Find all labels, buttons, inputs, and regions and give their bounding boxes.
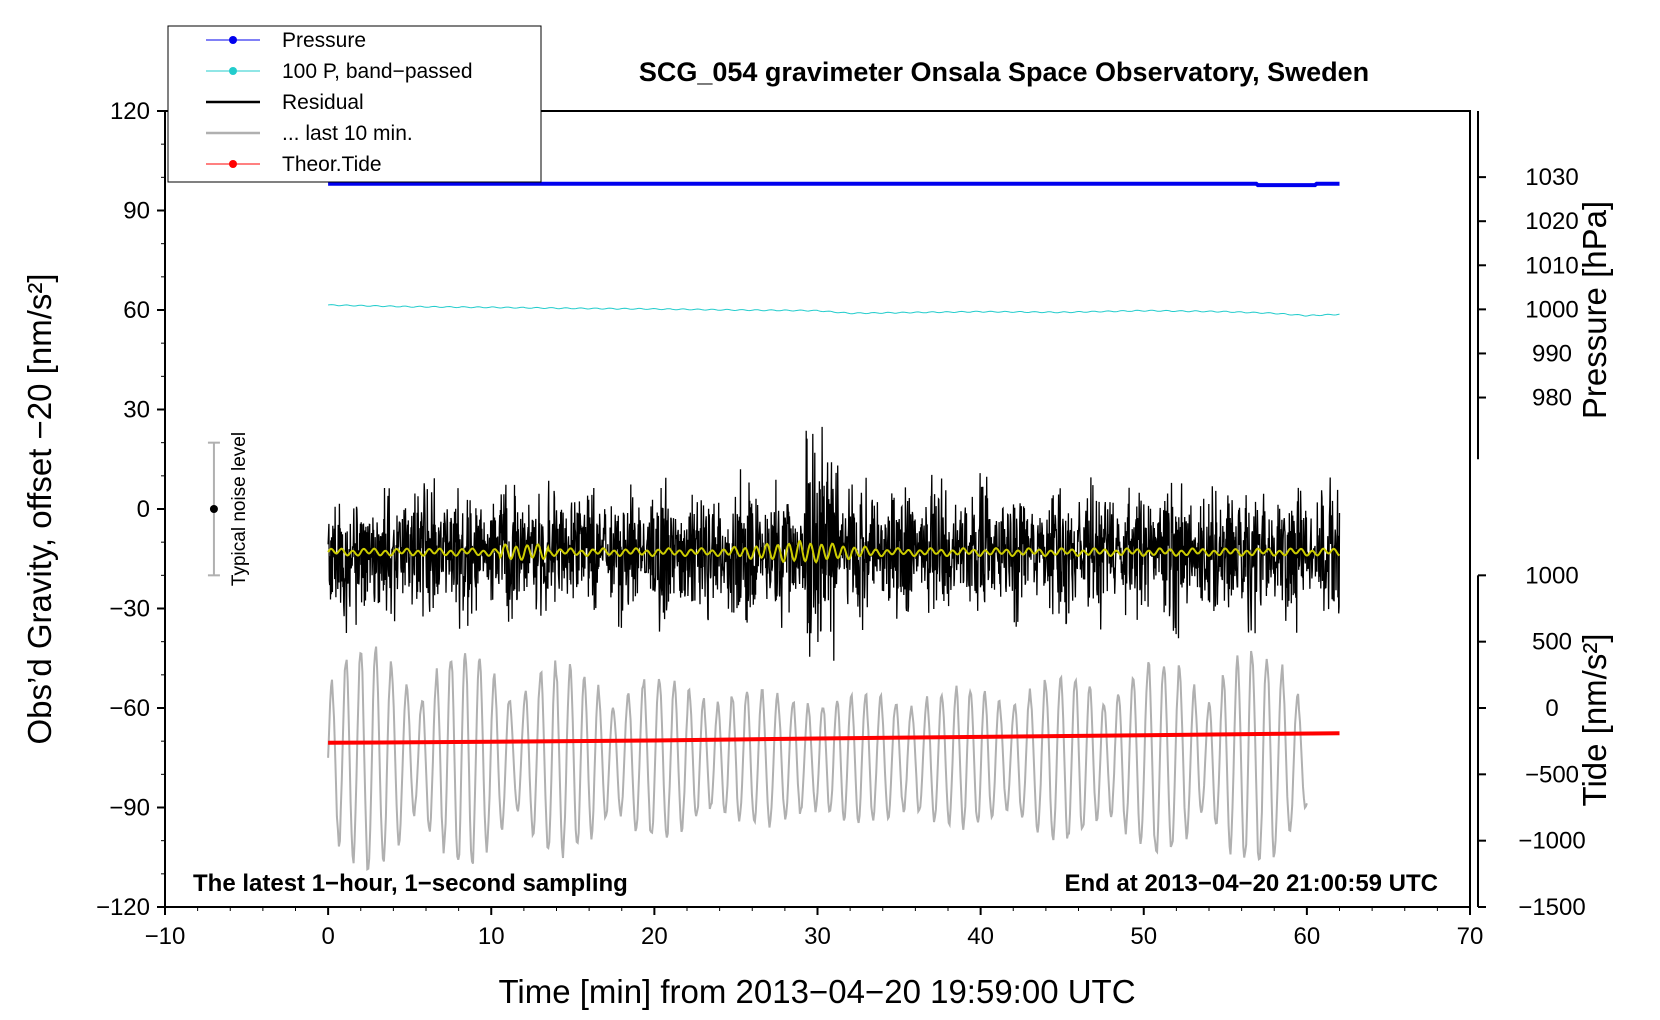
x-tick-label: 10 (478, 923, 505, 950)
legend-label: Theor.Tide (282, 153, 382, 176)
y-tick-label: 60 (123, 297, 150, 324)
series-layer (327, 181, 1341, 872)
legend-label: Residual (282, 91, 364, 114)
tide-tick-label: −1000 (1518, 828, 1585, 855)
legend-marker (229, 36, 237, 44)
y-axis-label-pressure: Pressure [hPa] (1576, 201, 1613, 419)
annotation-bottom-right: End at 2013−04−20 21:00:59 UTC (1064, 870, 1438, 897)
y-tick-label: −90 (109, 795, 150, 822)
y-tick-label: 90 (123, 198, 150, 225)
y-axis-label-tide: Tide [nm/s²] (1576, 634, 1613, 807)
legend-label: 100 P, band−passed (282, 60, 473, 83)
pressure-tick-label: 1000 (1525, 296, 1578, 323)
x-tick-label: 40 (967, 923, 994, 950)
x-tick-label: 70 (1457, 923, 1484, 950)
legend-marker (229, 160, 237, 168)
y-tick-label: −120 (96, 894, 150, 921)
legend-label: ... last 10 min. (282, 122, 413, 145)
y-tick-label: −60 (109, 695, 150, 722)
series-last-10-min (327, 646, 1308, 872)
tide-tick-label: 0 (1545, 695, 1558, 722)
noise-bar-center-dot (209, 505, 218, 513)
chart-title: SCG_054 gravimeter Onsala Space Observat… (639, 57, 1369, 87)
tide-tick-label: −500 (1525, 761, 1579, 788)
y-tick-label: 120 (110, 98, 150, 125)
pressure-tick-label: 1010 (1525, 252, 1578, 279)
x-tick-label: 20 (641, 923, 668, 950)
x-tick-label: −10 (145, 923, 186, 950)
y-tick-label: 0 (137, 496, 150, 523)
x-tick-label: 50 (1130, 923, 1157, 950)
series-theor-tide (328, 731, 1340, 745)
axes-ticks: −10 0 10 20 30 40 50 60 70−120−90−60−30030609012… (96, 98, 1586, 950)
legend: Pressure 100 P, band−passed Residual ... la… (167, 25, 542, 183)
y-tick-label: 30 (123, 397, 150, 424)
legend-label: Pressure (282, 29, 366, 52)
series-pressure (328, 181, 1340, 188)
noise-level-label: Typical noise level (229, 432, 250, 586)
x-tick-label: 30 (804, 923, 831, 950)
tide-tick-label: 1000 (1525, 562, 1578, 589)
series-pressure-bandpassed (328, 304, 1340, 317)
tide-tick-label: 500 (1532, 629, 1572, 656)
pressure-tick-label: 990 (1532, 340, 1572, 367)
x-tick-label: 0 (321, 923, 334, 950)
legend-marker (229, 67, 237, 75)
pressure-tick-label: 1030 (1525, 164, 1578, 191)
x-axis-label: Time [min] from 2013−04−20 19:59:00 UTC (498, 973, 1135, 1010)
tide-tick-label: −1500 (1518, 894, 1585, 921)
legend-items: Pressure 100 P, band−passed Residual ... la… (206, 29, 473, 176)
x-tick-label: 60 (1294, 923, 1321, 950)
series-residual-smoothed (327, 540, 1341, 564)
y-tick-label: −30 (109, 596, 150, 623)
annotation-bottom-left: The latest 1−hour, 1−second sampling (193, 870, 628, 897)
pressure-tick-label: 980 (1532, 385, 1572, 412)
y-axis-label-left: Obs’d Gravity, offset −20 [nm/s²] (21, 273, 58, 744)
pressure-tick-label: 1020 (1525, 208, 1578, 235)
noise-level-bar: Typical noise level (207, 432, 250, 586)
legend-box (167, 25, 542, 183)
